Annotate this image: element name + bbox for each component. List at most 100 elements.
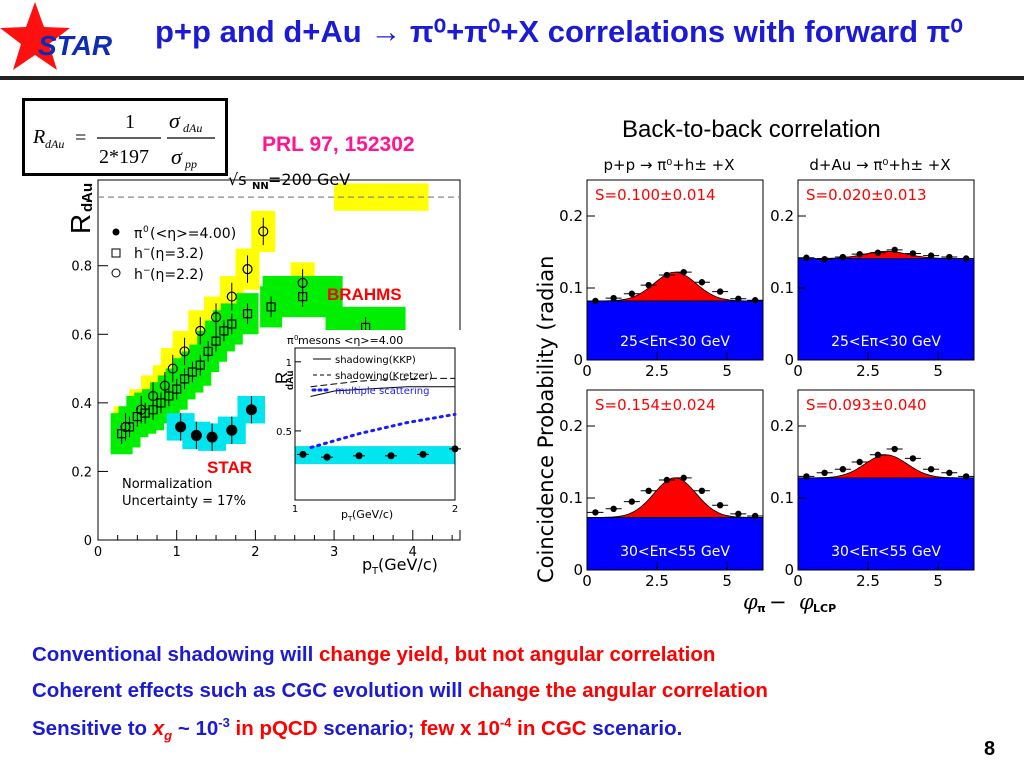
b2b-point	[856, 458, 863, 466]
b2b-point	[680, 268, 687, 276]
inset-legend-2: shadowing(Kretzer)	[335, 371, 433, 382]
b2b-x-label-phi: φ	[743, 590, 758, 614]
inset-curve-kretzer	[310, 377, 456, 388]
h-eta32-point	[219, 326, 229, 336]
h-eta22-point	[167, 363, 178, 374]
b2b-point	[645, 487, 652, 494]
b2b-y-tick-label: 0.1	[770, 279, 794, 297]
b2b-panel: 0 2.5 5 0 0.1 0.2 S=0.154±0.024 30<Eπ<55 GeV	[559, 389, 764, 590]
formula-box: R dAu = 1 2*197 σ dAu σ pp	[22, 98, 228, 176]
h-eta32-point	[172, 384, 182, 394]
h-eta32-point	[156, 398, 166, 408]
b2b-point	[716, 288, 724, 295]
svg-text:0: 0	[294, 334, 298, 342]
b2b-point	[610, 505, 617, 512]
legend-marker-open-circle	[111, 268, 121, 278]
b2b-x-tick-label: 0	[582, 572, 592, 590]
x-tick-label: 2	[251, 545, 259, 560]
y-tick-label: 0.6	[71, 328, 92, 343]
formula-lhs-sub: dAu	[45, 137, 64, 151]
svg-text:−: −	[143, 266, 151, 276]
b2b-point	[735, 510, 742, 518]
h-eta32-point	[298, 291, 308, 302]
b2b-x-tick-label: 2.5	[645, 572, 669, 590]
inset-pi0-point	[355, 452, 363, 460]
svg-text:LCP: LCP	[813, 602, 836, 615]
h-eta22-point	[210, 312, 222, 323]
baseline-fill	[798, 477, 974, 570]
b2b-point	[839, 466, 847, 473]
b2b-y-tick-label: 0.2	[770, 207, 794, 225]
b2b-point	[874, 451, 882, 458]
b2b-point	[592, 297, 599, 305]
brahms-label: BRAHMS	[327, 285, 402, 304]
b2b-y-tick-label: 0.2	[559, 417, 583, 435]
inset-pi0-point	[387, 452, 395, 460]
b2b-point	[628, 498, 636, 505]
h-eta22-point	[258, 226, 269, 237]
pi0-point	[226, 424, 238, 436]
b2b-point	[698, 487, 706, 494]
svg-text:φ: φ	[799, 590, 814, 614]
rdau-formula: R dAu = 1 2*197 σ dAu σ pp	[32, 108, 215, 171]
b2b-point	[821, 256, 828, 263]
h-eta22-point	[226, 291, 237, 302]
h-eta32-point	[148, 405, 158, 415]
star-logo-text: STAR	[38, 30, 113, 61]
h-eta22-point	[195, 325, 206, 336]
b2b-point	[735, 295, 742, 302]
inset-legend-3: multiple scattering	[335, 386, 429, 397]
b2b-s-value: S=0.100±0.014	[595, 186, 716, 204]
b2b-point	[751, 297, 759, 304]
b2b-point	[610, 294, 617, 302]
b2b-x-tick-label: 5	[722, 362, 732, 380]
inset-data-band	[295, 446, 455, 465]
h-eta32-point	[203, 346, 213, 357]
svg-text:−: −	[769, 590, 787, 614]
b2b-x-tick-label: 2.5	[856, 572, 880, 590]
b2b-panel: 0 2.5 5 0 0.1 0.2 S=0.020±0.013 25<Eπ<30 GeV d+A…	[770, 156, 975, 380]
b2b-panel-header: d+Au → π⁰+h± +X	[809, 156, 950, 174]
y-tick-label: 0.2	[71, 465, 92, 480]
inset-y-label-sub: dAu	[285, 371, 296, 390]
b2b-panel: 0 2.5 5 0 0.1 0.2 S=0.100±0.014 25<Eπ<30 GeV p+p…	[559, 156, 764, 380]
b2b-panel-border	[797, 389, 975, 571]
inset-pi0-point	[419, 450, 427, 458]
rdau-chart: 0 1 2 3 4 0 0.2 0.4 0.6 0.8 1 R dAu √s NN =200 GeV…	[65, 170, 461, 577]
b2b-point	[628, 290, 636, 297]
svg-text:−: −	[143, 245, 151, 255]
formula-num-sub: dAu	[183, 121, 202, 135]
svg-text:=: =	[75, 127, 86, 149]
inset-x-tick-label: 2	[452, 504, 458, 515]
x-axis-label-sub: T	[371, 566, 379, 577]
inset-x-tick-label: 1	[292, 504, 298, 515]
legend-text-2: h	[134, 246, 143, 262]
inset-title: π	[287, 334, 294, 347]
y-tick-label: 0.4	[71, 397, 92, 412]
bullet-2: Coherent effects such as CGC evolution w…	[32, 679, 768, 702]
b2b-point	[821, 469, 828, 476]
h-eta22-point	[242, 264, 253, 275]
inset-plot-frame: 1 20.51	[276, 347, 458, 515]
b2b-point	[803, 473, 810, 480]
b2b-x-tick-label: 5	[722, 572, 732, 590]
b2b-point	[663, 271, 671, 279]
b2b-point	[946, 469, 953, 476]
b2b-point	[803, 254, 810, 261]
h-eta32-point	[117, 429, 127, 439]
h-eta32-point	[227, 319, 237, 329]
b2b-point	[927, 252, 935, 259]
b2b-y-tick-label: 0.2	[559, 207, 583, 225]
h-eta32-point	[164, 391, 174, 401]
x-tick-label: 0	[94, 545, 102, 560]
axis-ticks: 0 1 2 3 4 0 0.2 0.4 0.6 0.8 1	[71, 192, 453, 560]
b2b-point	[645, 281, 652, 289]
b2b-point	[856, 250, 863, 258]
legend-marker-open-square	[111, 248, 121, 258]
svg-text:(η=3.2): (η=3.2)	[150, 246, 204, 262]
slide-title: p+p and d+Au → π⁰+π⁰+X correlations with…	[155, 14, 963, 49]
y-axis-label: R	[65, 214, 96, 234]
x-tick-label: 4	[409, 545, 417, 560]
h-eta32-point	[195, 360, 205, 370]
inset-curve-kkp	[310, 386, 456, 397]
